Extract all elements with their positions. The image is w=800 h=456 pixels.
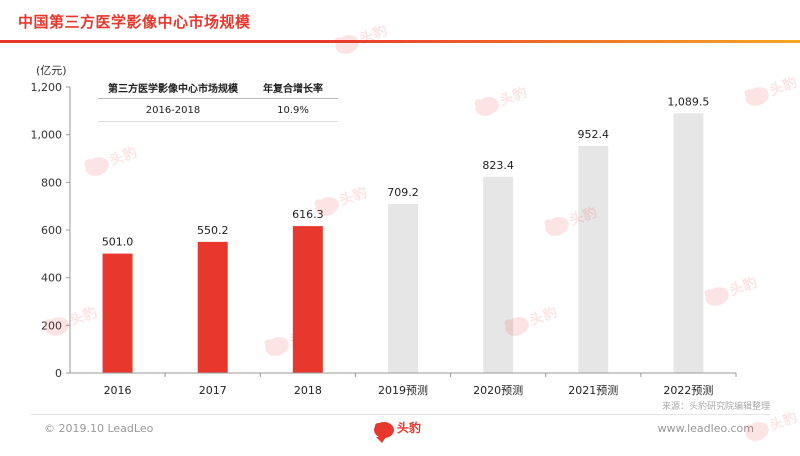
y-tick-label: 0 <box>55 367 62 380</box>
bar-value-label: 709.2 <box>387 186 419 199</box>
cagr-period: 2016-2018 <box>145 104 201 116</box>
cagr-table-row: 2016-2018 10.9% <box>98 99 338 122</box>
x-category-label: 2020预测 <box>473 384 523 397</box>
bar-value-label: 550.2 <box>197 224 229 237</box>
y-tick-label: 400 <box>41 272 62 285</box>
y-axis-unit: (亿元) <box>36 64 67 77</box>
y-tick-label: 1,200 <box>31 81 63 94</box>
cagr-rate: 10.9% <box>277 104 309 116</box>
x-category-label: 2017 <box>199 384 227 397</box>
svg-text:头豹: 头豹 <box>397 420 421 435</box>
cagr-table-header-row: 第三方医学影像中心市场规模 年复合增长率 <box>98 76 338 99</box>
y-tick-label: 1,000 <box>31 129 63 142</box>
x-category-label: 2018 <box>294 384 322 397</box>
y-tick-label: 800 <box>41 176 62 189</box>
bar <box>102 253 133 373</box>
y-tick-label: 600 <box>41 224 62 237</box>
leadleo-logo-icon: 头豹 <box>374 420 421 443</box>
title-divider <box>0 40 800 43</box>
bar-value-label: 616.3 <box>292 208 324 221</box>
source-note: 来源：头豹研究院编辑整理 <box>661 402 770 412</box>
bar-value-label: 952.4 <box>578 128 610 141</box>
bar <box>388 203 418 373</box>
bar <box>197 241 228 373</box>
page-title: 中国第三方医学影像中心市场规模 <box>18 13 251 31</box>
x-category-label: 2022预测 <box>663 384 713 397</box>
bar <box>578 146 609 373</box>
x-category-label: 2016 <box>104 384 132 397</box>
website-link[interactable]: www.leadleo.com <box>657 422 754 435</box>
copyright-text: © 2019.10 LeadLeo <box>44 422 154 435</box>
y-tick-label: 200 <box>41 319 62 332</box>
bar <box>292 226 323 373</box>
bar <box>673 113 704 374</box>
cagr-header-market: 第三方医学影像中心市场规模 <box>108 83 238 95</box>
cagr-header-rate: 年复合增长率 <box>263 83 323 95</box>
bar-value-label: 501.0 <box>102 236 134 249</box>
x-category-label: 2019预测 <box>378 384 428 397</box>
footer-divider <box>30 414 770 415</box>
bar <box>483 176 514 373</box>
bar-value-label: 1,089.5 <box>667 95 709 108</box>
cagr-table: 第三方医学影像中心市场规模 年复合增长率 2016-2018 10.9% <box>98 76 338 122</box>
x-category-label: 2021预测 <box>568 384 618 397</box>
bar-value-label: 823.4 <box>482 159 514 172</box>
